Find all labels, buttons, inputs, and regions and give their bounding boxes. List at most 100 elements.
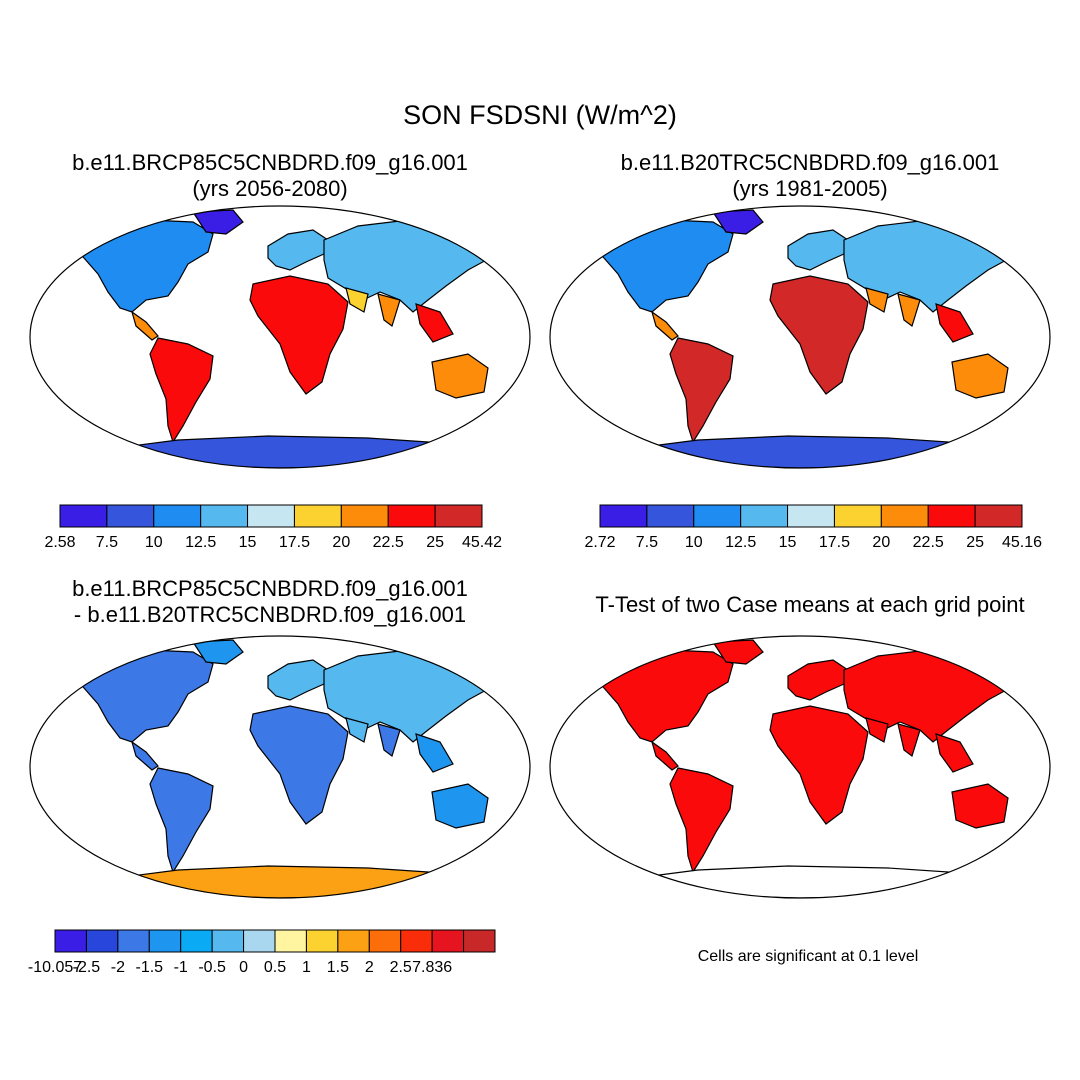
colorbar-tick-label: 0 [239, 959, 248, 976]
colorbar-tick-label: 17.5 [279, 534, 310, 551]
continent-southeast-asia [935, 733, 974, 773]
colorbar-svg: -10.057-2.5 -2 -1.5 -1 -0.5 0 0.5 1 1.5 2 2.5 7.836 [28, 929, 496, 976]
colorbar-tick-label: 2 [365, 959, 374, 976]
map-difference [29, 635, 531, 899]
colorbar-tick-label: 12.5 [185, 534, 216, 551]
continent-south-america [149, 767, 214, 874]
colorbar-tick-label: -2 [111, 959, 125, 976]
colorbar-swatch [740, 504, 789, 528]
significance-note: Cells are significant at 0.1 level [697, 948, 919, 965]
continent-north-america [587, 649, 734, 743]
colorbar-tick-label: -2.5 [73, 959, 101, 976]
colorbar-tick-label: 7.5 [96, 534, 118, 551]
colorbar-tick-label: 20 [332, 534, 350, 551]
colorbar-historical: 2.72 7.5 10 12.5 15 17.5 20 22.5 25 45.16 [584, 504, 1042, 553]
colorbar-swatch [787, 504, 835, 528]
colorbar-tick-label: 7.836 [412, 959, 452, 976]
colorbar-tick-label: 10 [685, 534, 703, 551]
continent-arabia [345, 717, 369, 743]
colorbar-swatch [200, 504, 249, 528]
figure-title: SON FSDSNI (W/m^2) [403, 100, 677, 130]
colorbar-tick-label: 15 [239, 534, 257, 551]
map-ttest [549, 635, 1051, 899]
continent-north-america [67, 649, 214, 743]
colorbar-swatch [337, 929, 370, 953]
continent-africa [249, 705, 349, 825]
colorbar-swatch [153, 504, 202, 528]
continent-central-america [130, 310, 159, 341]
colorbar-swatch [243, 929, 276, 953]
panel-difference-title-line1: b.e11.BRCP85C5CNBDRD.f09_g16.001 [72, 576, 468, 601]
colorbar-tick-label: 17.5 [819, 534, 850, 551]
colorbar-future: 2.58 7.5 10 12.5 15 17.5 20 22.5 25 45.42 [44, 504, 502, 553]
colorbar-tick-label: 22.5 [913, 534, 944, 551]
colorbar-tick-label: 25 [426, 534, 444, 551]
colorbar-tick-label: 45.42 [462, 534, 502, 551]
colorbar-tick-label: 2.58 [44, 534, 75, 551]
continent-india [377, 293, 401, 327]
continent-southeast-asia [415, 733, 454, 773]
colorbar-swatch [434, 504, 483, 528]
panel-ttest-title: T-Test of two Case means at each grid po… [595, 592, 1025, 617]
panel-future-title-line2: (yrs 2056-2080) [192, 176, 348, 201]
colorbar-tick-label: -1.5 [135, 959, 163, 976]
colorbar-swatch [974, 504, 1023, 528]
continent-africa [769, 275, 869, 395]
continent-arabia [865, 287, 889, 313]
colorbar-tick-label: 1.5 [327, 959, 349, 976]
map-border [549, 205, 1051, 469]
continent-africa [769, 705, 869, 825]
continent-india [897, 293, 921, 327]
colorbar-swatch [880, 504, 929, 528]
colorbar-swatch [368, 929, 402, 953]
continent-southeast-asia [935, 303, 974, 343]
continent-india [377, 723, 401, 757]
colorbar-swatch [54, 929, 87, 953]
continent-europe [787, 659, 849, 701]
colorbar-swatch [211, 929, 245, 953]
colorbar-tick-label: -0.5 [198, 959, 226, 976]
continent-greenland [191, 209, 244, 235]
colorbar-tick-label: 25 [966, 534, 984, 551]
colorbar-svg: 2.72 7.5 10 12.5 15 17.5 20 22.5 25 45.16 [584, 504, 1042, 551]
colorbar-swatch [927, 504, 976, 528]
colorbar-swatch [59, 504, 108, 528]
colorbar-difference: -10.057 -2.5 -2 -1.5 -1 -0.5 0 0.5 1 1.5 2 2.5 7.836 [28, 929, 496, 978]
colorbar-swatch [599, 504, 648, 528]
colorbar-tick-label: 45.16 [1002, 534, 1042, 551]
panel-historical-title-line2: (yrs 1981-2005) [732, 176, 888, 201]
colorbar-tick-label: 15 [779, 534, 797, 551]
colorbar-swatch [180, 929, 213, 953]
continent-south-america [669, 767, 734, 874]
continent-australia [431, 353, 489, 399]
continent-south-america [669, 337, 734, 444]
continent-greenland [711, 209, 764, 235]
panel-difference-title: b.e11.BRCP85C5CNBDRD.f09_g16.001 - b.e11… [20, 576, 520, 628]
continent-south-america [149, 337, 214, 444]
continent-australia [431, 783, 489, 829]
colorbar-swatch [247, 504, 295, 528]
colorbar-tick-label: 7.5 [636, 534, 658, 551]
colorbar-swatch [274, 929, 307, 953]
colorbar-tick-label: 12.5 [725, 534, 756, 551]
colorbar-swatch [833, 504, 882, 528]
continent-europe [267, 229, 329, 271]
continent-europe [267, 659, 329, 701]
colorbar-tick-label: 10 [145, 534, 163, 551]
continent-india [897, 723, 921, 757]
continent-central-america [650, 310, 679, 341]
map-future [29, 205, 531, 469]
continent-southeast-asia [415, 303, 454, 343]
continent-australia [951, 353, 1009, 399]
continent-australia [951, 783, 1009, 829]
panel-future-title: b.e11.BRCP85C5CNBDRD.f09_g16.001 (yrs 20… [20, 150, 520, 202]
colorbar-tick-label: 22.5 [373, 534, 404, 551]
colorbar-swatch [117, 929, 150, 953]
colorbar-swatch [693, 504, 742, 528]
colorbar-tick-label: -1 [174, 959, 188, 976]
panel-historical-title-line1: b.e11.B20TRC5CNBDRD.f09_g16.001 [620, 150, 1000, 175]
colorbar-tick-label: -10.057 [28, 959, 82, 976]
colorbar-swatch [106, 504, 155, 528]
colorbar-swatch [293, 504, 342, 528]
colorbar-svg: 2.58 7.5 10 12.5 15 17.5 20 22.5 25 45.42 [44, 504, 502, 551]
